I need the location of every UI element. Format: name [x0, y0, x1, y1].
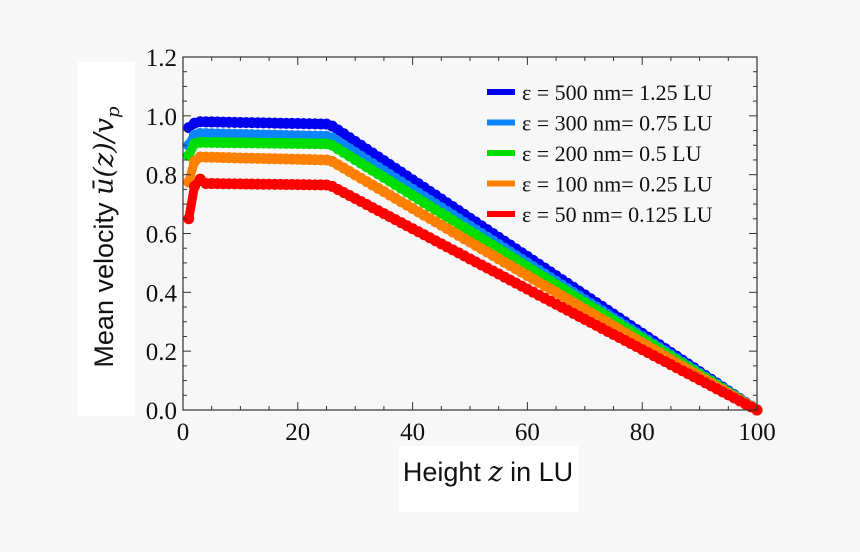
series-layer [183, 116, 763, 416]
x-tick-label: 60 [515, 419, 540, 446]
x-tick-label: 20 [285, 419, 310, 446]
ticks-layer: 0 20 40 60 80 100 0.0 0.2 0.4 0.6 0.8 1.0 1.2 [146, 45, 776, 446]
xlabel-background [399, 446, 578, 512]
y-tick-label: 1.2 [146, 45, 177, 72]
legend-label: ε = 100 nm= 0.25 LU [522, 172, 713, 197]
x-axis-label: Height z in LU [403, 457, 573, 488]
legend-label: ε = 200 nm= 0.5 LU [522, 141, 702, 166]
y-tick-label: 0.0 [146, 398, 177, 425]
legend-label: ε = 50 nm= 0.125 LU [522, 202, 713, 227]
series-4 [183, 173, 763, 416]
legend-label: ε = 300 nm= 0.75 LU [522, 111, 713, 136]
ylabel-background [78, 62, 135, 416]
y-tick-label: 0.2 [146, 339, 177, 366]
data-point [183, 213, 195, 225]
x-tick-label: 0 [177, 419, 190, 446]
x-tick-label: 80 [630, 419, 655, 446]
y-tick-label: 0.4 [146, 280, 178, 307]
y-tick-label: 0.8 [146, 163, 177, 190]
y-tick-label: 1.0 [146, 104, 177, 131]
legend-label: ε = 500 nm= 1.25 LU [522, 80, 713, 105]
y-tick-label: 0.6 [146, 222, 177, 249]
y-axis-label: Mean velocity ū(z)/vp [89, 106, 124, 368]
x-tick-label: 40 [400, 419, 425, 446]
x-tick-label: 100 [738, 419, 776, 446]
legend: ε = 500 nm= 1.25 LU ε = 300 nm= 0.75 LU ε … [487, 80, 713, 227]
